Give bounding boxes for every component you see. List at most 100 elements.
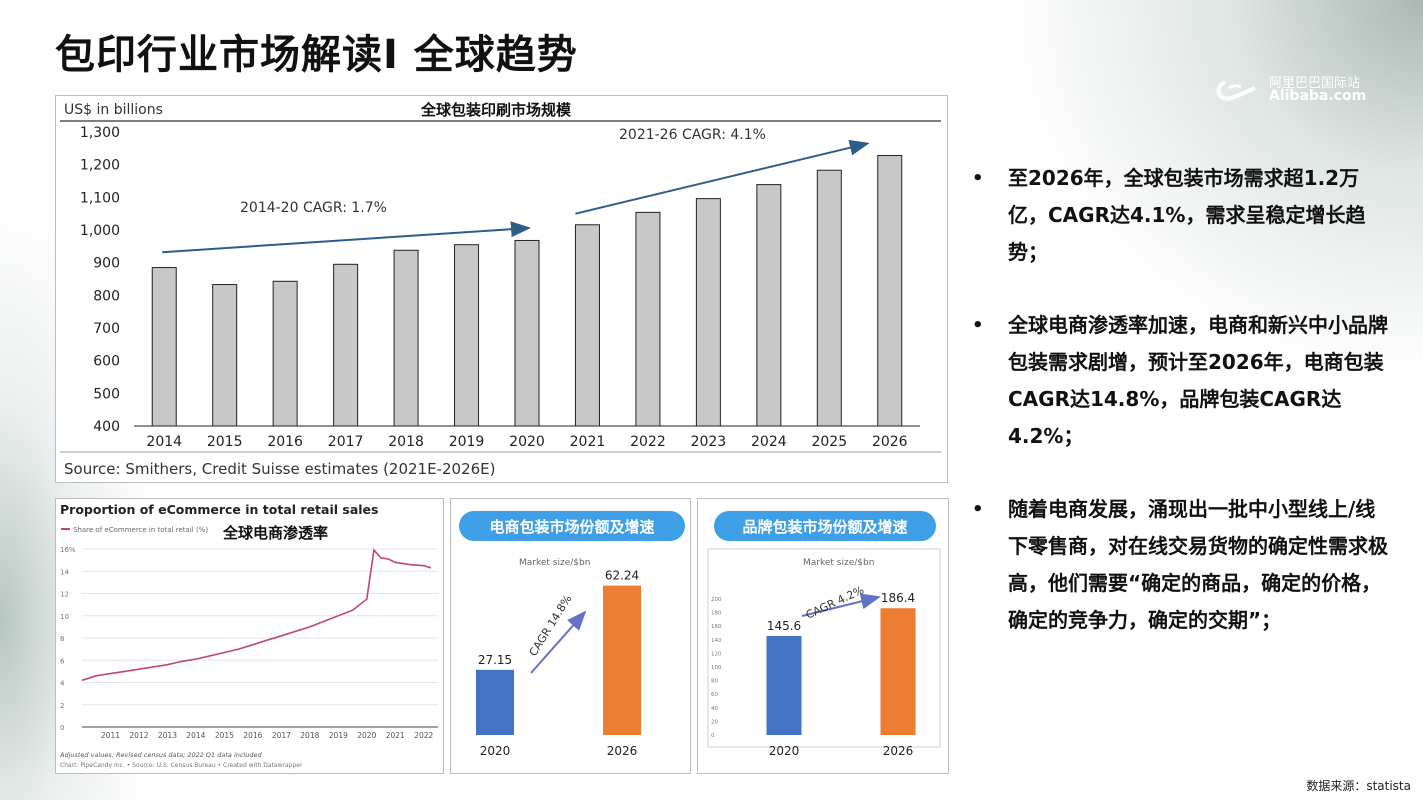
x-tick-label: 2016 [243,731,262,740]
x-tick-label: 2026 [883,744,914,758]
bar [877,155,903,427]
key-points-list: • 至2026年，全球包装市场需求超1.2万亿，CAGR达4.1%，需求呈稳定增长… [972,160,1392,675]
bar [756,184,782,427]
bar [695,198,721,427]
x-tick-label: 2022 [414,731,433,740]
x-tick-label: 2019 [449,434,485,450]
y-tick-label: 1,300 [80,125,120,141]
y-tick-label: 20 [711,719,718,725]
bar [151,267,177,427]
y-tick-label: 4 [60,680,65,688]
bar [766,635,802,735]
slide-title: 包印行业市场解读I 全球趋势 [55,32,578,78]
alibaba-logo: 阿里巴巴国际站 Alibaba.com [1215,72,1375,112]
ecommerce-line-svg: Proportion of eCommerce in total retail … [59,502,438,769]
key-point-2: • 全球电商渗透率加速，电商和新兴中小品牌包装需求剧增，预计至2026年，电商包装… [972,307,1392,455]
bar [272,280,298,427]
legend-label: Share of eCommerce in total retail (%) [73,526,208,534]
y-tick-label: 0 [711,733,715,739]
y-tick-label: 200 [711,597,722,603]
ecommerce-share-line [81,548,432,682]
bar-value-label: 186.4 [881,591,915,605]
y-tick-label: 1,100 [80,190,120,206]
x-tick-label: 2015 [207,434,243,450]
bar [393,249,419,427]
y-tick-label: 14 [60,568,69,576]
brand-packaging-svg: Market size/$bn 0 20 40 60 80 100 120 140 160 180 2… [707,548,941,758]
x-tick-label: 2014 [186,731,205,740]
y-tick-label: 40 [711,706,718,712]
trend-arrow-2014-2020 [162,221,531,254]
bar [603,585,641,735]
alibaba-smile-icon [1216,80,1256,101]
bar [635,211,661,427]
bar [816,169,842,427]
y-tick-label: 80 [711,679,718,685]
bullet-dot-icon: • [972,315,984,336]
chart-title: Proportion of eCommerce in total retail … [60,502,378,517]
x-tick-label: 2012 [129,731,148,740]
chart-footnote: Adjusted values; Revised census data; 20… [59,751,262,759]
key-point-3: • 随着电商发展，涌现出一批中小型线上/线下零售商，对在线交易货物的确定性需求极高… [972,491,1392,639]
trend-arrow-2021-2026 [575,139,870,215]
y-tick-label: 8 [60,635,64,643]
y-tick-label: 1,000 [80,223,120,239]
y-tick-label: 400 [93,419,120,435]
cagr-annotation: CAGR 14.8% [527,593,575,659]
market-size-subtitle: Market size/$bn [803,558,874,568]
x-tick-label: 2019 [329,731,348,740]
x-tick-label: 2017 [328,434,364,450]
x-tick-label: 2021 [386,731,405,740]
ecommerce-packaging-title: 电商包装市场份额及增速 [459,511,685,541]
key-point-1: • 至2026年，全球包装市场需求超1.2万亿，CAGR达4.1%，需求呈稳定增长… [972,160,1392,271]
bar-value-label: 62.24 [605,569,639,583]
y-tick-label: 1,200 [80,158,120,174]
x-tick-label: 2020 [769,744,800,758]
y-tick-label: 900 [93,256,120,272]
x-tick-label: 2026 [872,434,908,450]
bar-value-label: 145.6 [767,619,801,633]
y-tick-label: 120 [711,651,722,657]
growth-arrow [530,610,587,674]
growth-arrow [801,593,881,617]
y-tick-label: 160 [711,624,722,630]
x-tick-label: 2022 [630,434,666,450]
bar [514,239,540,427]
y-tick-label: 600 [93,354,120,370]
x-tick-label: 2018 [300,731,319,740]
x-tick-label: 2016 [267,434,303,450]
x-tick-label: 2021 [570,434,606,450]
bullet-dot-icon: • [972,499,984,520]
x-tick-label: 2023 [691,434,727,450]
x-tick-label: 2014 [146,434,182,450]
source-note: 数据来源：statista [1306,779,1411,793]
logo-en-text: Alibaba.com [1269,88,1367,104]
x-tick-label: 2020 [357,731,376,740]
plot-frame [707,548,941,748]
packaging-market-svg: US$ in billions 全球包装印刷市场规模 400 500 600 700 800… [60,101,941,478]
y-tick-label: 0 [60,724,64,732]
cagr-annotation-2021-2026: 2021-26 CAGR: 4.1% [619,127,766,143]
y-tick-label: 500 [93,386,120,402]
y-axis-unit-label: US$ in billions [64,102,163,118]
y-tick-label: 180 [711,611,722,617]
ecommerce-packaging-chart: 电商包装市场份额及增速 Market size/$bn 27.15 2020 62.2… [450,498,691,774]
bar-value-label: 27.15 [478,653,512,667]
chart-title: 全球包装印刷市场规模 [420,101,572,119]
x-tick-label: 2024 [751,434,787,450]
x-tick-label: 2017 [272,731,291,740]
market-size-subtitle: Market size/$bn [519,558,590,568]
ecommerce-penetration-chart: Proportion of eCommerce in total retail … [55,498,444,774]
chart-overlay-title: 全球电商渗透率 [222,524,328,542]
x-tick-label: 2020 [480,744,511,758]
bar [212,284,238,427]
ecommerce-packaging-svg: Market size/$bn 27.15 2020 62.24 2026 CAGR 14… [476,558,641,758]
cagr-annotation-2014-2020: 2014-20 CAGR: 1.7% [240,200,387,216]
logo-cn-text: 阿里巴巴国际站 [1269,76,1361,91]
y-tick-label: 60 [711,692,718,698]
x-tick-label: 2013 [158,731,177,740]
y-tick-label: 700 [93,321,120,337]
chart-credit: Chart: PipeCandy Inc. • Source: U.S. Cen… [60,762,303,769]
x-tick-label: 2018 [388,434,424,450]
y-tick-label: 16% [60,546,76,554]
